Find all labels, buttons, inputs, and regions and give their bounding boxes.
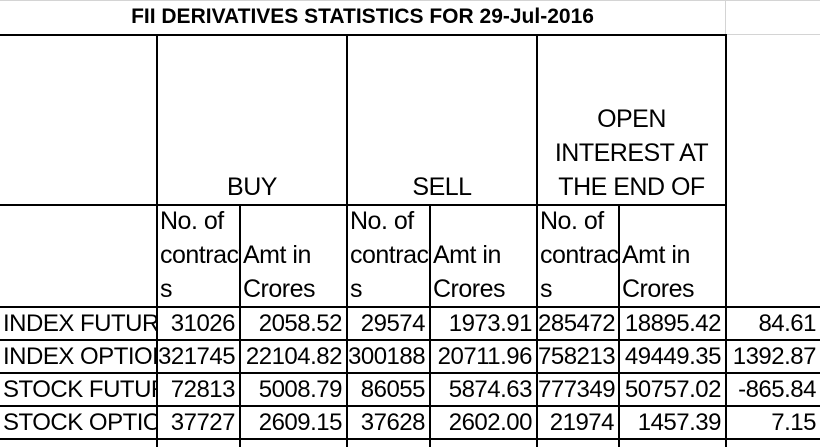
net-cell: -865.84 (738, 376, 816, 403)
gridline (725, 0, 726, 34)
gridline (0, 0, 820, 1)
sell-amount-cell: 5874.63 (448, 376, 533, 403)
buy-amount-cell: 2058.52 (258, 310, 343, 337)
subheader-sell-contracts: No. of contract s (350, 207, 429, 303)
gridline (725, 34, 820, 35)
subheader-sell-amount: Amt in Crores (433, 241, 506, 303)
header-open-interest: OPEN INTEREST AT THE END OF THE DAY (554, 105, 709, 201)
buy-contracts-cell: 31026 (170, 310, 236, 337)
subheader-buy-contracts: No. of contract s (160, 207, 239, 303)
row-border (0, 339, 820, 341)
subheader-buy-amount: Amt in Crores (243, 241, 316, 303)
row-label: STOCK OPTIONS (3, 409, 156, 436)
oi-amount-cell: 18895.42 (624, 310, 722, 337)
col-border (536, 34, 538, 447)
row-border (0, 306, 820, 308)
oi-amount-cell: 1457.39 (637, 409, 722, 436)
sell-amount-cell: 1973.91 (448, 310, 533, 337)
col-border (156, 34, 158, 447)
row-border (0, 405, 820, 407)
sell-amount-cell: 20711.96 (437, 343, 533, 370)
col-border (429, 206, 431, 447)
net-cell: 84.61 (758, 310, 816, 337)
buy-contracts-cell: 37727 (170, 409, 236, 436)
subheader-oi-amount: Amt in Crores (622, 241, 695, 303)
col-border (239, 206, 241, 447)
buy-contracts-cell: 72813 (170, 376, 236, 403)
row-label: INDEX FUTURES (3, 310, 156, 337)
header-buy: BUY (227, 173, 277, 201)
col-border (618, 206, 620, 447)
sheet-title: FII DERIVATIVES STATISTICS FOR 29-Jul-20… (131, 5, 594, 28)
subheader-oi-contracts: No. of contract s (540, 207, 618, 303)
sell-contracts-cell: 86055 (360, 376, 426, 403)
net-cell: 7.15 (771, 409, 816, 436)
buy-amount-cell: 22104.82 (245, 343, 343, 370)
row-border (0, 204, 725, 206)
net-cell: 1392.87 (732, 343, 817, 370)
col-border (346, 34, 348, 447)
buy-amount-cell: 2609.15 (258, 409, 343, 436)
buy-amount-cell: 5008.79 (258, 376, 343, 403)
sell-contracts-cell: 37628 (360, 409, 426, 436)
oi-contracts-cell: 21974 (549, 409, 615, 436)
sell-amount-cell: 2602.00 (448, 409, 533, 436)
header-sell: SELL (412, 173, 472, 201)
oi-contracts-cell: 777349 (538, 376, 616, 403)
col-border (725, 34, 727, 447)
sell-contracts-cell: 29574 (360, 310, 426, 337)
buy-contracts-cell: 321745 (158, 343, 236, 370)
sell-contracts-cell: 300188 (348, 343, 426, 370)
row-border (0, 372, 820, 374)
row-border (0, 34, 725, 36)
row-label: INDEX OPTIONS (3, 343, 156, 370)
oi-contracts-cell: 285472 (538, 310, 616, 337)
row-border (0, 438, 820, 440)
oi-amount-cell: 49449.35 (624, 343, 722, 370)
oi-amount-cell: 50757.02 (624, 376, 722, 403)
oi-contracts-cell: 758213 (538, 343, 616, 370)
row-label: STOCK FUTURES (3, 376, 156, 403)
